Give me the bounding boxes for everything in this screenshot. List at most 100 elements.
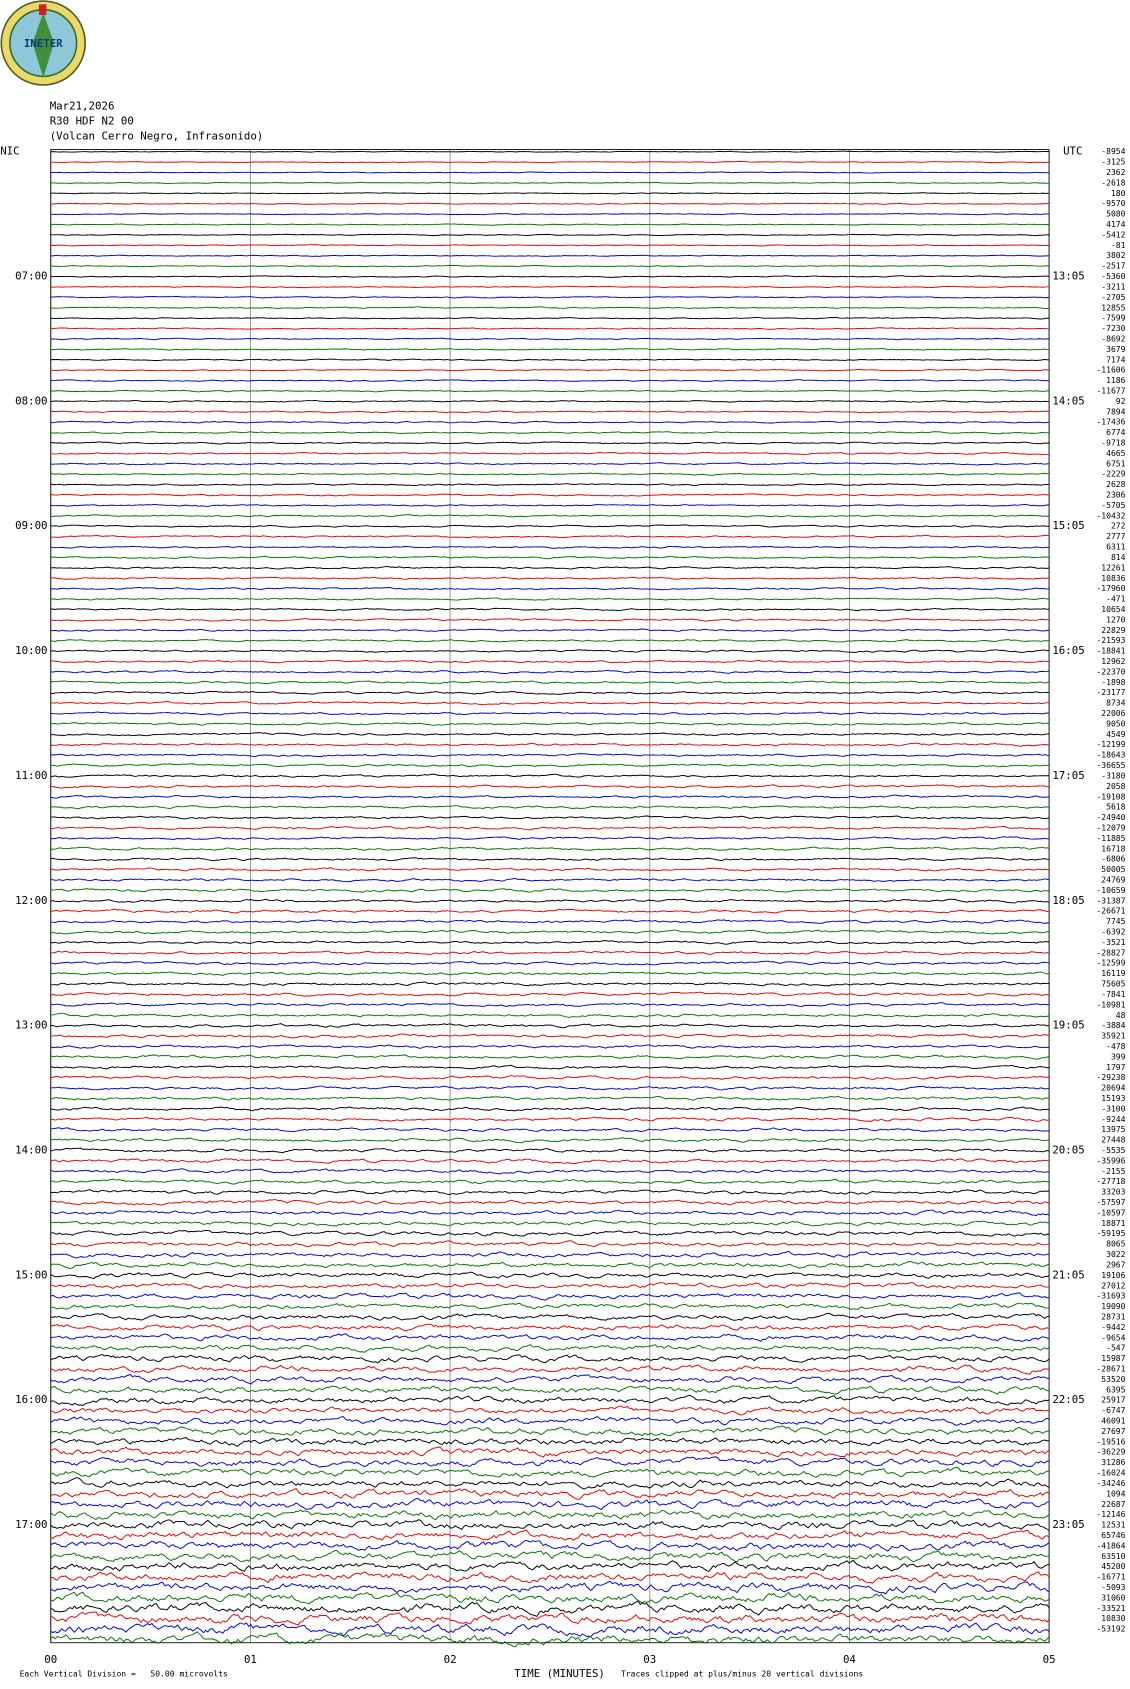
trace bbox=[50, 638, 1050, 643]
trace-offset: -3884 bbox=[1101, 1021, 1125, 1030]
trace-offset: 16119 bbox=[1101, 969, 1125, 978]
trace bbox=[50, 1591, 1050, 1605]
trace-offset: -8954 bbox=[1101, 147, 1125, 156]
x-axis-label: TIME (MINUTES) bbox=[514, 1667, 605, 1680]
trace-offset: 180 bbox=[1111, 189, 1126, 198]
trace bbox=[50, 1354, 1050, 1364]
trace-offset: -57597 bbox=[1096, 1198, 1125, 1207]
trace bbox=[50, 368, 1050, 372]
trace bbox=[50, 503, 1050, 507]
trace-offset: 27012 bbox=[1101, 1281, 1125, 1290]
trace bbox=[50, 836, 1050, 841]
trace bbox=[50, 888, 1050, 893]
trace-offset: -11677 bbox=[1096, 386, 1125, 395]
trace bbox=[50, 1054, 1050, 1060]
trace-offset: -7841 bbox=[1101, 990, 1125, 999]
trace-offset: 9050 bbox=[1106, 719, 1126, 728]
trace bbox=[50, 1075, 1050, 1081]
trace-offset: 65746 bbox=[1101, 1531, 1125, 1540]
trace-offset: 19106 bbox=[1101, 1271, 1125, 1280]
trace-offset: 50005 bbox=[1101, 865, 1125, 874]
trace-offset: -21593 bbox=[1096, 636, 1125, 645]
trace-offset: 5618 bbox=[1106, 803, 1126, 812]
trace-offset: -9244 bbox=[1101, 1115, 1125, 1124]
trace-offset: -19516 bbox=[1096, 1437, 1125, 1446]
trace bbox=[50, 483, 1050, 487]
trace bbox=[50, 1312, 1050, 1321]
trace bbox=[50, 316, 1050, 320]
trace-offset: 25917 bbox=[1101, 1396, 1125, 1405]
left-time-label: 12:00 bbox=[15, 894, 47, 907]
trace bbox=[50, 597, 1050, 601]
trace bbox=[50, 1137, 1050, 1144]
trace-offset: 2967 bbox=[1106, 1260, 1126, 1269]
trace-offset: -9570 bbox=[1101, 199, 1125, 208]
trace-offset: 24769 bbox=[1101, 875, 1125, 884]
trace bbox=[50, 410, 1050, 414]
trace-offset: -35996 bbox=[1096, 1156, 1125, 1165]
trace-offset: 2628 bbox=[1106, 480, 1126, 489]
trace bbox=[50, 846, 1050, 851]
trace-offset: -471 bbox=[1106, 595, 1126, 604]
trace-offset: -3521 bbox=[1101, 938, 1125, 947]
trace bbox=[50, 431, 1050, 435]
trace-offset: -16771 bbox=[1096, 1573, 1125, 1582]
trace-offset: 2058 bbox=[1106, 782, 1126, 791]
trace bbox=[50, 524, 1050, 528]
trace-offset: 1797 bbox=[1106, 1063, 1126, 1072]
trace-offset: -7599 bbox=[1101, 314, 1125, 323]
trace bbox=[50, 1373, 1050, 1385]
trace-offset: -28827 bbox=[1096, 948, 1125, 957]
trace-offset: 45200 bbox=[1101, 1562, 1125, 1571]
trace bbox=[50, 1002, 1050, 1008]
trace bbox=[50, 555, 1050, 560]
right-time-label: 20:05 bbox=[1052, 1144, 1084, 1157]
trace-offset: -3180 bbox=[1101, 771, 1125, 780]
trace bbox=[50, 244, 1050, 247]
trace-offset: -31693 bbox=[1096, 1292, 1125, 1301]
trace bbox=[50, 233, 1050, 237]
trace bbox=[50, 337, 1050, 341]
trace-offset: -11606 bbox=[1096, 366, 1125, 375]
trace-offset: 48 bbox=[1116, 1011, 1126, 1020]
trace bbox=[50, 213, 1050, 216]
trace bbox=[50, 1116, 1050, 1122]
trace bbox=[50, 1394, 1050, 1406]
trace-offset: -6806 bbox=[1101, 855, 1125, 864]
trace bbox=[50, 940, 1050, 945]
trace bbox=[50, 150, 1050, 153]
right-time-label: 17:05 bbox=[1052, 769, 1084, 782]
trace bbox=[50, 1209, 1050, 1217]
trace bbox=[50, 960, 1050, 966]
trace bbox=[50, 711, 1050, 716]
right-time-label: 14:05 bbox=[1052, 394, 1084, 407]
trace bbox=[50, 586, 1050, 591]
trace-offset: -36229 bbox=[1096, 1448, 1125, 1457]
trace-offset: -28671 bbox=[1096, 1364, 1125, 1373]
trace bbox=[50, 1456, 1050, 1468]
trace bbox=[50, 742, 1050, 747]
trace bbox=[50, 618, 1050, 622]
trace-offset: -478 bbox=[1106, 1042, 1126, 1051]
trace bbox=[50, 784, 1050, 789]
left-time-label: 16:00 bbox=[15, 1393, 47, 1406]
trace-offset: -26671 bbox=[1096, 907, 1125, 916]
left-time-label: 15:00 bbox=[15, 1268, 47, 1281]
trace bbox=[50, 1085, 1050, 1091]
trace bbox=[50, 1012, 1050, 1018]
trace bbox=[50, 181, 1050, 185]
trace-offset: -2517 bbox=[1101, 262, 1125, 271]
trace-offset: 7894 bbox=[1106, 407, 1126, 416]
trace-offset: -10432 bbox=[1096, 511, 1125, 520]
trace bbox=[50, 815, 1050, 820]
trace-offset: -6392 bbox=[1101, 928, 1125, 937]
trace bbox=[50, 264, 1050, 268]
trace-offset: 8734 bbox=[1106, 699, 1126, 708]
trace bbox=[50, 628, 1050, 632]
trace bbox=[50, 1229, 1050, 1237]
trace bbox=[50, 991, 1050, 997]
trace-offset: 6311 bbox=[1106, 543, 1126, 552]
trace-offset: 19090 bbox=[1101, 1302, 1125, 1311]
trace-offset: -22370 bbox=[1096, 667, 1125, 676]
trace bbox=[50, 877, 1050, 883]
